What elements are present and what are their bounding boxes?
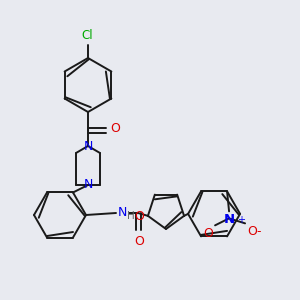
Text: N: N [83, 140, 93, 152]
Text: N: N [224, 213, 235, 226]
Text: O: O [134, 210, 144, 224]
Text: O: O [110, 122, 120, 136]
Text: O: O [134, 235, 144, 248]
Text: O: O [247, 225, 257, 239]
Text: Cl: Cl [81, 29, 93, 42]
Text: N: N [118, 206, 128, 218]
Text: +: + [237, 215, 245, 225]
Text: -: - [256, 225, 261, 239]
Text: O: O [203, 227, 213, 240]
Text: H: H [127, 211, 135, 221]
Text: N: N [83, 178, 93, 191]
